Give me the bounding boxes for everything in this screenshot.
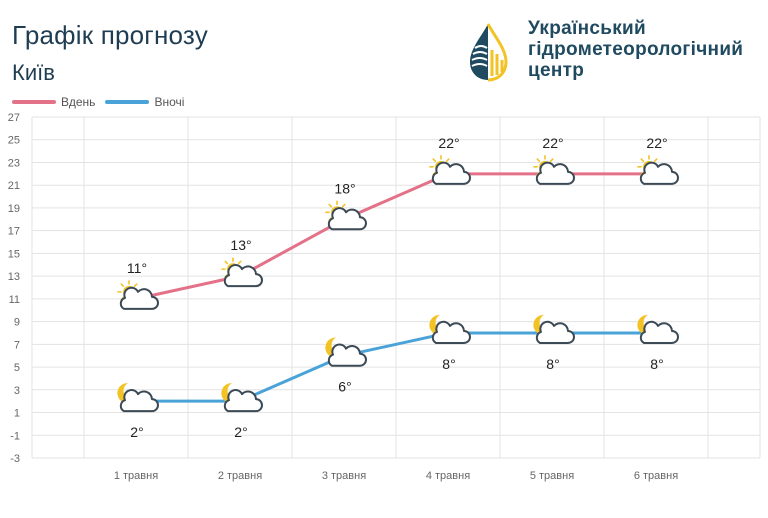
- x-tick-label: 6 травня: [634, 470, 678, 482]
- sun-cloud-icon: [429, 155, 471, 185]
- legend-swatch-day: [12, 100, 56, 104]
- logo-line-3: центр: [528, 60, 585, 81]
- legend-item-night[interactable]: Вночі: [105, 95, 184, 109]
- y-tick-label: 17: [8, 226, 20, 238]
- logo-line-1: Український: [528, 18, 647, 39]
- day-temp-label: 13°: [230, 237, 251, 253]
- night-temp-label: 8°: [650, 356, 663, 372]
- chart-legend: Вдень Вночі: [12, 94, 194, 110]
- day-temp-label: 18°: [334, 180, 355, 196]
- day-temp-label: 22°: [542, 135, 563, 151]
- y-tick-label: 27: [8, 112, 20, 124]
- y-tick-label: 11: [9, 294, 20, 306]
- day-temp-label: 11°: [127, 260, 147, 276]
- sun-cloud-icon: [637, 155, 679, 185]
- y-tick-label: 19: [8, 203, 20, 215]
- night-temp-label: 8°: [546, 356, 559, 372]
- legend-item-day[interactable]: Вдень: [12, 95, 95, 109]
- sun-cloud-icon: [325, 200, 367, 231]
- moon-cloud-icon: [325, 337, 367, 367]
- x-tick-label: 1 травня: [114, 470, 158, 482]
- y-tick-label: 25: [8, 135, 20, 147]
- ugmc-logo: Український гідрометеорологічний центр: [462, 18, 762, 90]
- x-tick-label: 3 травня: [322, 470, 366, 482]
- y-tick-label: -1: [10, 430, 20, 442]
- y-tick-label: 7: [14, 339, 20, 351]
- city-name: Київ: [12, 60, 55, 85]
- sun-cloud-icon: [117, 280, 159, 310]
- night-temp-label: 2°: [234, 424, 247, 440]
- x-tick-label: 4 травня: [426, 470, 470, 482]
- x-tick-label: 5 травня: [530, 470, 574, 482]
- x-tick-label: 2 травня: [218, 470, 262, 482]
- drop-logo-icon: [468, 22, 508, 82]
- night-temp-label: 6°: [338, 379, 351, 395]
- night-temp-label: 8°: [442, 356, 455, 372]
- y-tick-label: 3: [14, 385, 20, 397]
- day-temp-label: 22°: [646, 135, 667, 151]
- moon-cloud-icon: [637, 314, 679, 344]
- chart-title: Графік прогнозу: [12, 20, 208, 50]
- y-tick-label: 13: [8, 271, 20, 283]
- day-temp-label: 22°: [438, 135, 459, 151]
- sun-cloud-icon: [221, 257, 263, 288]
- y-tick-label: 23: [8, 157, 20, 169]
- moon-cloud-icon: [429, 314, 471, 344]
- night-temp-label: 2°: [130, 424, 143, 440]
- moon-cloud-icon: [117, 383, 159, 413]
- y-tick-label: 15: [8, 248, 20, 260]
- y-tick-label: 1: [14, 408, 20, 420]
- legend-swatch-night: [105, 100, 150, 104]
- y-tick-label: -3: [10, 453, 20, 465]
- legend-label-day: Вдень: [61, 95, 96, 109]
- legend-label-night: Вночі: [154, 95, 185, 109]
- y-tick-label: 5: [14, 362, 20, 374]
- moon-cloud-icon: [533, 314, 575, 344]
- sun-cloud-icon: [533, 155, 575, 185]
- moon-cloud-icon: [221, 383, 263, 413]
- y-tick-label: 9: [14, 317, 20, 329]
- y-tick-label: 21: [8, 180, 20, 192]
- logo-line-2: гідрометеорологічний: [528, 39, 744, 60]
